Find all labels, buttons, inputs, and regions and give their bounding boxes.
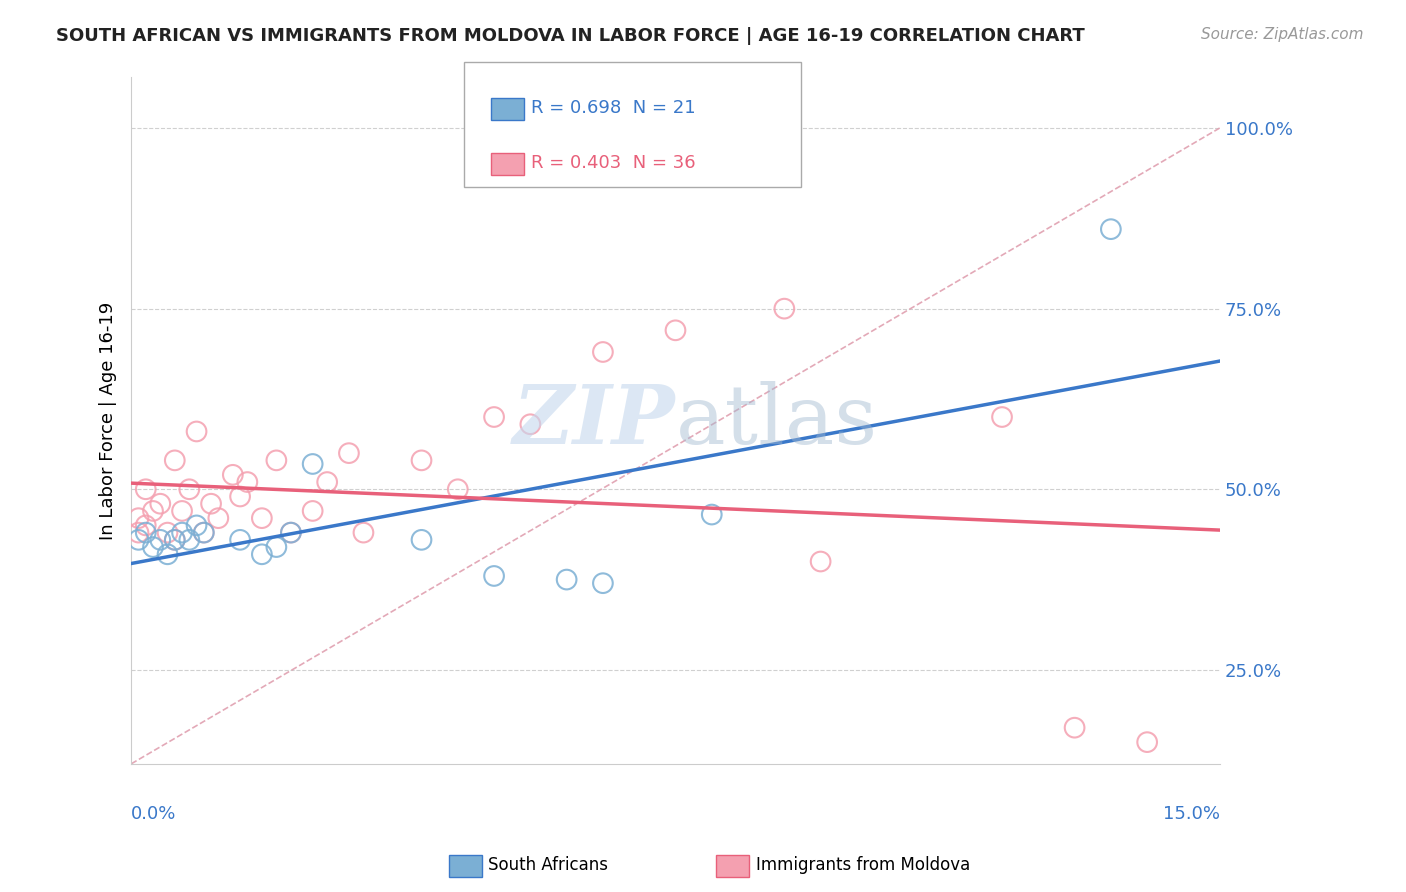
Point xyxy=(193,525,215,540)
Point xyxy=(810,554,832,568)
Point xyxy=(163,533,186,547)
Point xyxy=(411,453,433,467)
Point xyxy=(280,525,302,540)
Point xyxy=(250,511,273,525)
Point xyxy=(266,540,288,554)
Text: R = 0.403  N = 36: R = 0.403 N = 36 xyxy=(531,154,696,172)
Text: ZIP: ZIP xyxy=(513,381,675,460)
Y-axis label: In Labor Force | Age 16-19: In Labor Force | Age 16-19 xyxy=(100,301,117,540)
Point xyxy=(353,525,375,540)
Point xyxy=(592,345,614,359)
Point xyxy=(773,301,796,316)
Point xyxy=(200,497,222,511)
Point xyxy=(128,533,150,547)
Text: 0.0%: 0.0% xyxy=(131,805,177,823)
Point xyxy=(250,547,273,561)
Point xyxy=(236,475,259,489)
Point xyxy=(156,525,179,540)
Point xyxy=(163,533,186,547)
Point xyxy=(482,569,505,583)
Point xyxy=(142,504,165,518)
Point xyxy=(301,457,323,471)
Point xyxy=(229,490,252,504)
Point xyxy=(229,533,252,547)
Point xyxy=(411,533,433,547)
Point xyxy=(149,533,172,547)
Point xyxy=(135,483,157,497)
Point xyxy=(700,508,723,522)
Point xyxy=(280,525,302,540)
Point xyxy=(193,525,215,540)
Point xyxy=(592,576,614,591)
Point xyxy=(163,453,186,467)
Point xyxy=(222,467,245,482)
Point xyxy=(142,540,165,554)
Point xyxy=(186,518,208,533)
Point xyxy=(186,425,208,439)
Text: 15.0%: 15.0% xyxy=(1163,805,1220,823)
Text: Immigrants from Moldova: Immigrants from Moldova xyxy=(756,856,970,874)
Point xyxy=(128,511,150,525)
Point xyxy=(207,511,229,525)
Point xyxy=(149,497,172,511)
Point xyxy=(301,504,323,518)
Point xyxy=(156,547,179,561)
Point xyxy=(128,525,150,540)
Point xyxy=(991,410,1014,425)
Point xyxy=(664,323,686,337)
Point xyxy=(482,410,505,425)
Point xyxy=(135,518,157,533)
Point xyxy=(135,525,157,540)
Point xyxy=(179,533,201,547)
Point xyxy=(179,483,201,497)
Text: South Africans: South Africans xyxy=(488,856,607,874)
Text: Source: ZipAtlas.com: Source: ZipAtlas.com xyxy=(1201,27,1364,42)
Point xyxy=(1063,721,1085,735)
Text: atlas: atlas xyxy=(675,381,877,460)
Point xyxy=(1099,222,1122,236)
Point xyxy=(170,504,193,518)
Point xyxy=(519,417,541,432)
Point xyxy=(447,483,470,497)
Point xyxy=(316,475,339,489)
Point xyxy=(1136,735,1159,749)
Text: SOUTH AFRICAN VS IMMIGRANTS FROM MOLDOVA IN LABOR FORCE | AGE 16-19 CORRELATION : SOUTH AFRICAN VS IMMIGRANTS FROM MOLDOVA… xyxy=(56,27,1085,45)
Text: R = 0.698  N = 21: R = 0.698 N = 21 xyxy=(531,99,696,117)
Point xyxy=(555,573,578,587)
Point xyxy=(170,525,193,540)
Point xyxy=(266,453,288,467)
Point xyxy=(337,446,360,460)
